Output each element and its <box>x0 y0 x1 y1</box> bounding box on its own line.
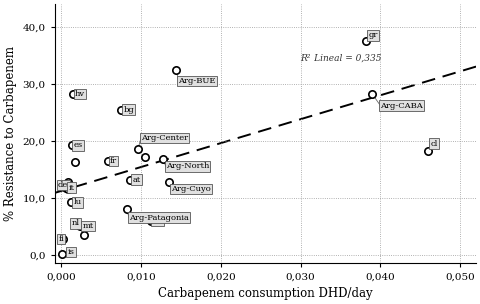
Point <box>159 157 167 161</box>
Text: uk: uk <box>152 216 163 225</box>
Text: at: at <box>132 175 140 184</box>
Text: hv: hv <box>75 90 85 98</box>
Text: gr: gr <box>368 32 377 40</box>
Point <box>134 147 142 152</box>
Point <box>361 39 369 43</box>
Text: Arg-Center: Arg-Center <box>141 134 188 142</box>
X-axis label: Carbapenem consumption DHD/day: Carbapenem consumption DHD/day <box>158 287 372 300</box>
Point <box>146 218 154 223</box>
Point <box>62 185 70 190</box>
Text: Arg-Patagonia: Arg-Patagonia <box>129 214 189 222</box>
Point <box>71 160 79 165</box>
Text: cl: cl <box>430 140 437 148</box>
Text: Arg-BUE: Arg-BUE <box>178 77 216 85</box>
Point <box>73 221 81 226</box>
Text: it: it <box>68 184 74 192</box>
Point <box>165 179 172 184</box>
Point <box>64 179 72 184</box>
Point <box>423 149 431 154</box>
Point <box>69 92 76 97</box>
Point <box>80 232 87 237</box>
Text: lu: lu <box>73 198 81 206</box>
Point <box>122 207 130 212</box>
Text: is: is <box>68 248 74 256</box>
Point <box>59 236 67 241</box>
Text: mt: mt <box>82 222 94 230</box>
Text: fr: fr <box>110 157 117 165</box>
Text: Arg-North: Arg-North <box>166 162 209 171</box>
Point <box>68 143 75 148</box>
Y-axis label: % Resistance to Carbapenem: % Resistance to Carbapenem <box>4 46 17 221</box>
Point <box>61 183 69 188</box>
Point <box>67 200 74 205</box>
Point <box>141 154 148 159</box>
Point <box>76 224 84 229</box>
Point <box>126 177 133 182</box>
Point <box>172 67 180 72</box>
Point <box>117 107 125 112</box>
Text: Arg-CABA: Arg-CABA <box>380 102 422 109</box>
Text: bg: bg <box>123 105 134 113</box>
Text: fi: fi <box>59 235 64 243</box>
Point <box>104 158 111 163</box>
Text: nl: nl <box>72 219 80 227</box>
Point <box>64 187 72 192</box>
Text: Arg-Cuyo: Arg-Cuyo <box>171 185 211 193</box>
Text: de: de <box>58 181 68 189</box>
Text: es: es <box>73 141 83 149</box>
Point <box>58 251 66 256</box>
Point <box>368 92 375 97</box>
Text: R²  Lineal = 0,335: R² Lineal = 0,335 <box>300 54 381 63</box>
